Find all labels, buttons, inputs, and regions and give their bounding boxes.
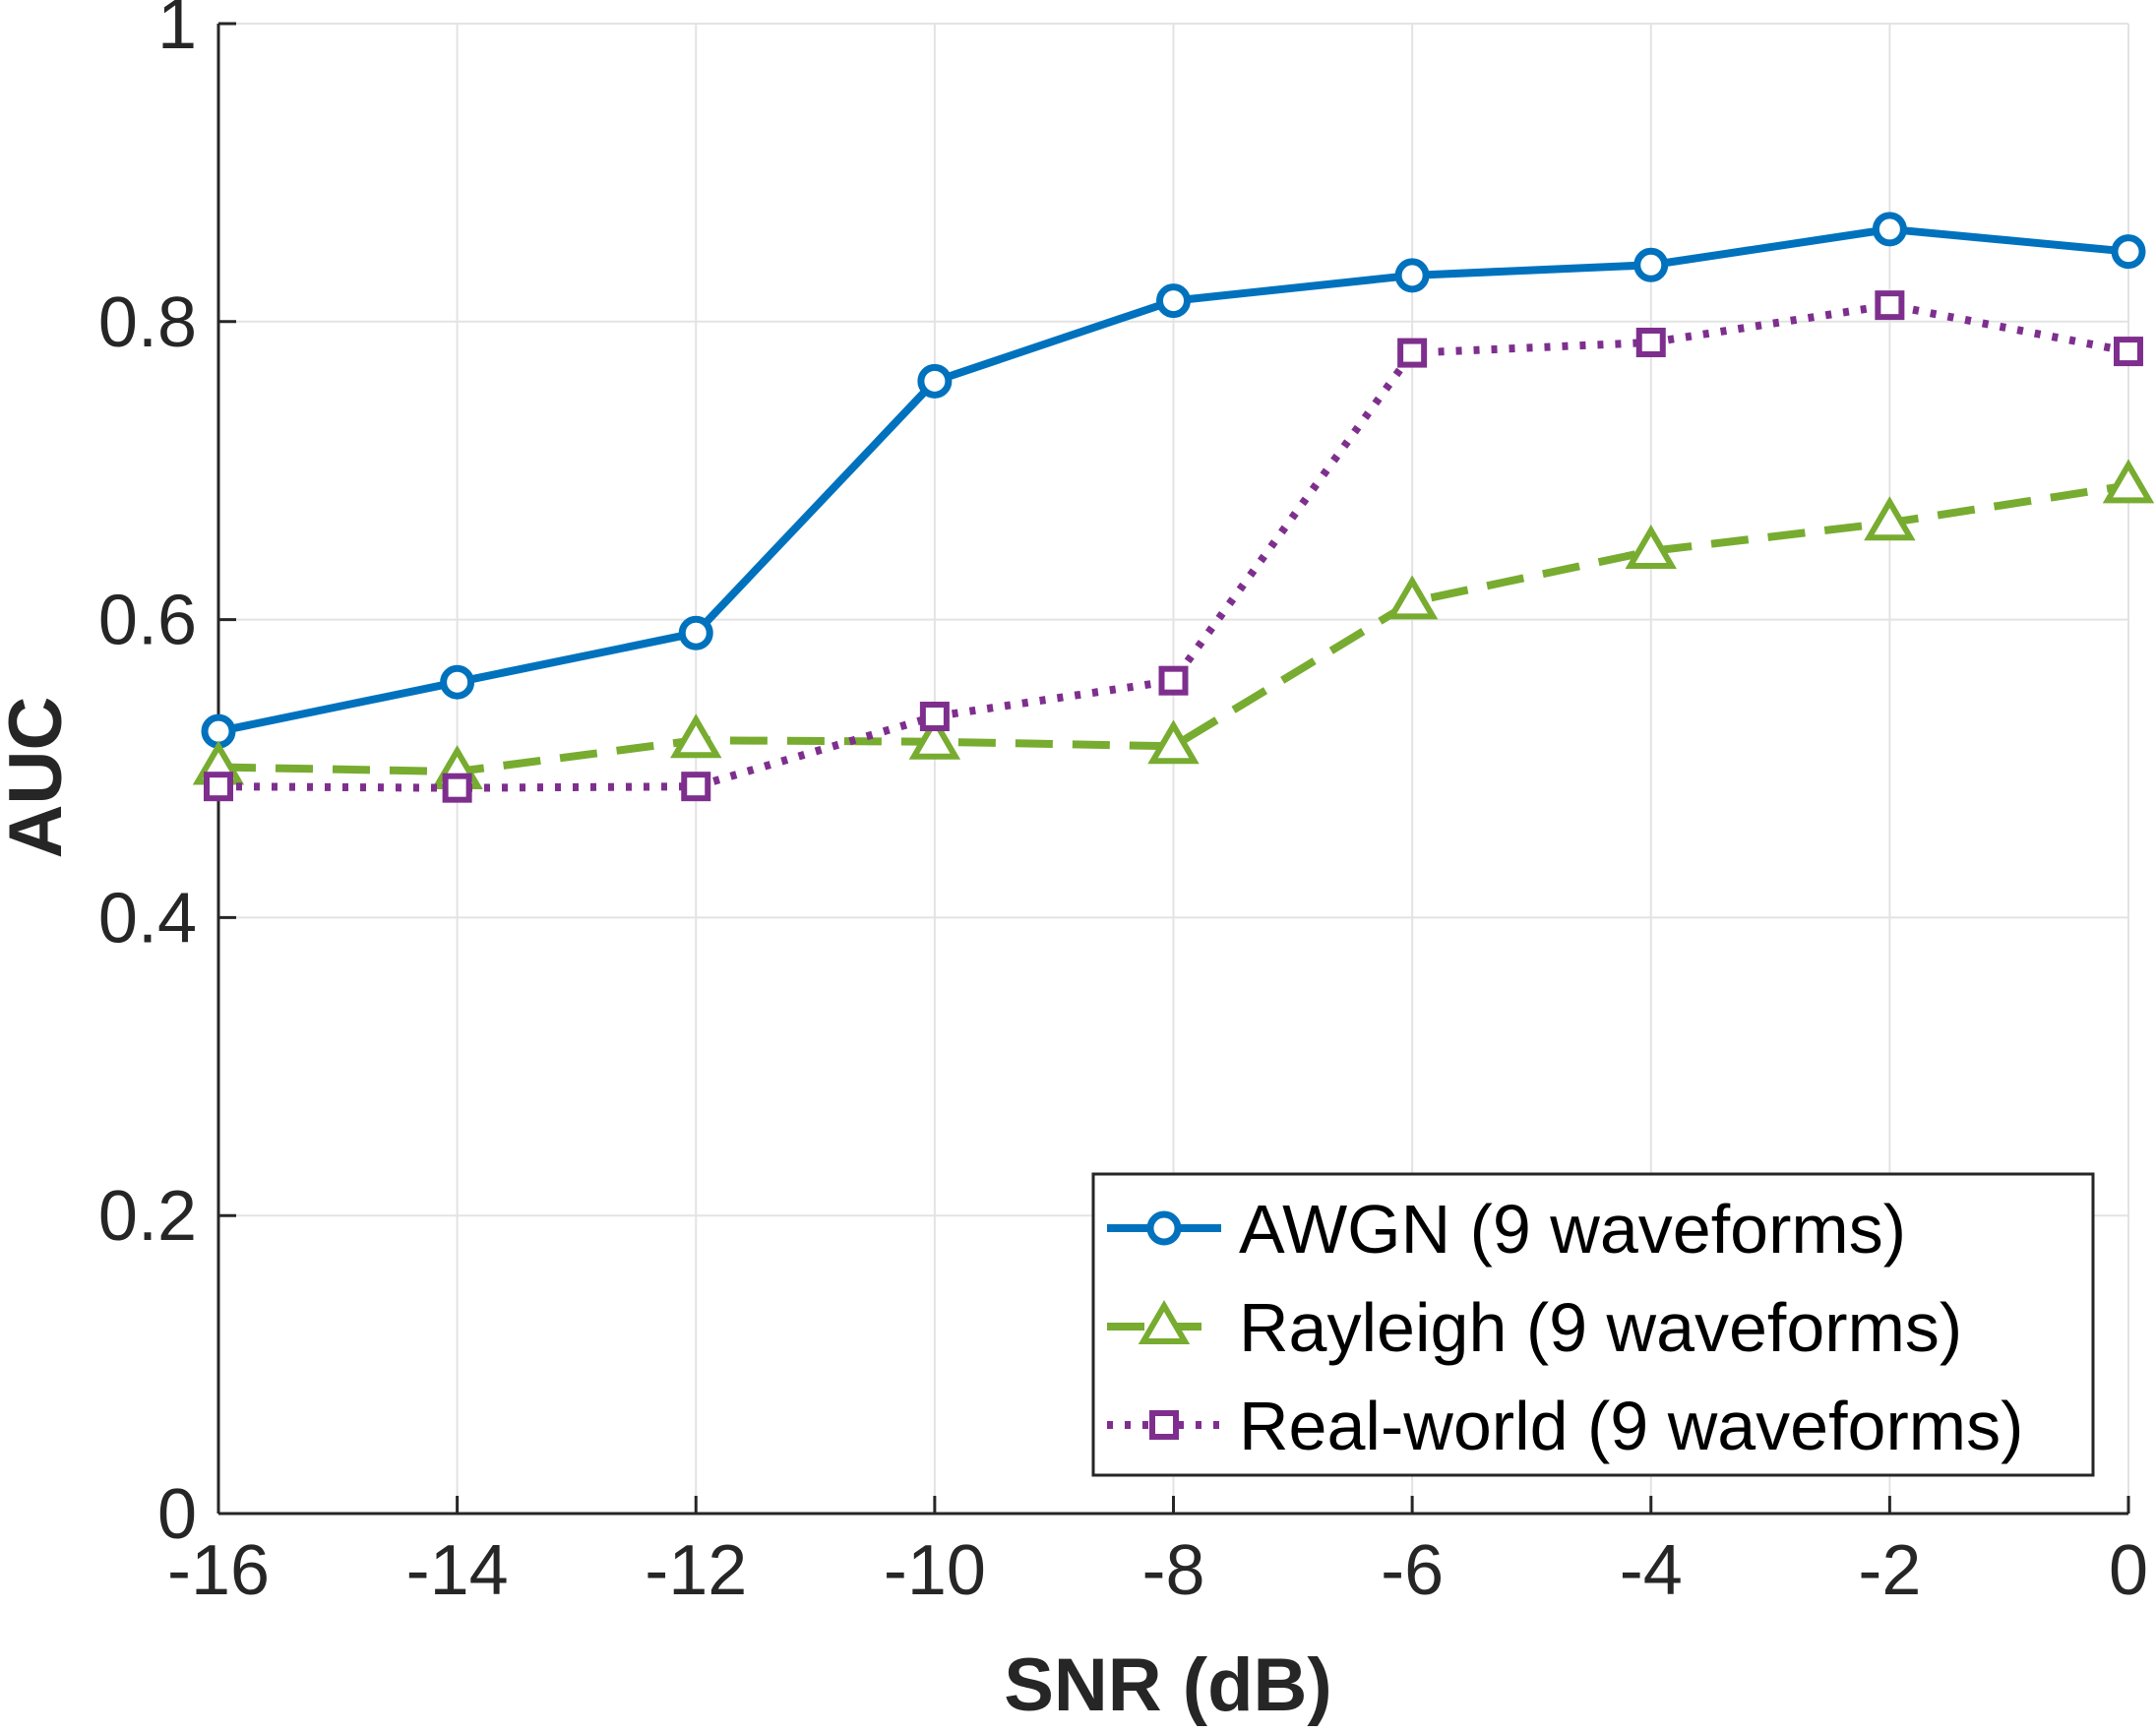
y-axis-title: AUC xyxy=(0,697,78,859)
y-tick-label: 1 xyxy=(157,0,197,64)
data-point xyxy=(440,664,475,700)
data-point xyxy=(2114,337,2143,367)
data-point xyxy=(442,773,472,803)
data-point xyxy=(678,615,713,650)
x-tick-label: -16 xyxy=(167,1531,270,1610)
series-3 xyxy=(204,290,2143,803)
x-tick-label: 0 xyxy=(2109,1531,2148,1610)
data-point xyxy=(908,714,961,760)
data-point xyxy=(919,702,950,732)
data-point xyxy=(1635,327,1666,357)
data-point xyxy=(917,363,953,399)
y-tick-label: 0.4 xyxy=(98,879,197,958)
data-point xyxy=(1875,290,1905,321)
series-line xyxy=(217,301,2129,792)
y-tick-label: 0.2 xyxy=(98,1177,197,1256)
data-point xyxy=(1394,258,1430,293)
x-tick-label: -8 xyxy=(1141,1531,1204,1610)
data-point xyxy=(1864,496,1916,541)
legend-marker xyxy=(1146,1210,1182,1246)
y-tick-label: 0 xyxy=(157,1475,197,1554)
legend: AWGN (9 waveforms) Rayleigh (9 waveforms)… xyxy=(1091,1172,2095,1477)
y-tick-label: 0.6 xyxy=(98,582,197,660)
data-point xyxy=(1872,212,1907,247)
data-point xyxy=(204,772,233,802)
x-axis-title: SNR (dB) xyxy=(1004,1643,1332,1727)
legend-label: Rayleigh (9 waveforms) xyxy=(1239,1289,1962,1366)
legend-entry: Real-world (9 waveforms) xyxy=(1107,1388,2023,1464)
y-tick-label: 0.8 xyxy=(98,283,197,362)
data-point xyxy=(1386,575,1439,620)
series xyxy=(192,212,2155,803)
legend-box xyxy=(1091,1172,2095,1477)
series-line xyxy=(217,481,2129,776)
data-point xyxy=(670,713,722,759)
legend-marker xyxy=(1138,1300,1191,1344)
x-tick-label: -4 xyxy=(1620,1531,1683,1610)
data-point xyxy=(1397,338,1428,368)
data-point xyxy=(2111,234,2146,270)
data-point xyxy=(1156,283,1191,319)
legend-marker xyxy=(1149,1410,1179,1440)
x-tick-label: -12 xyxy=(645,1531,747,1610)
y-axis-ticks: 0 0.2 0.4 0.6 0.8 1 xyxy=(98,0,236,1554)
x-tick-label: -6 xyxy=(1381,1531,1444,1610)
data-point xyxy=(1147,719,1200,765)
x-tick-label: -10 xyxy=(884,1531,986,1610)
x-tick-label: -14 xyxy=(406,1531,509,1610)
series-1 xyxy=(201,212,2146,749)
legend-label: AWGN (9 waveforms) xyxy=(1239,1191,1906,1268)
data-point xyxy=(1625,525,1677,569)
x-axis-ticks: -16 -14 -12 -10 -8 -6 -4 -2 0 xyxy=(167,1496,2148,1610)
data-point xyxy=(681,772,711,802)
data-point xyxy=(1158,665,1189,696)
legend-entry: Rayleigh (9 waveforms) xyxy=(1107,1289,1962,1366)
legend-entry: AWGN (9 waveforms) xyxy=(1107,1191,1906,1268)
data-point xyxy=(2102,459,2155,504)
data-point xyxy=(1633,247,1669,282)
x-tick-label: -2 xyxy=(1858,1531,1921,1610)
legend-label: Real-world (9 waveforms) xyxy=(1239,1388,2023,1464)
